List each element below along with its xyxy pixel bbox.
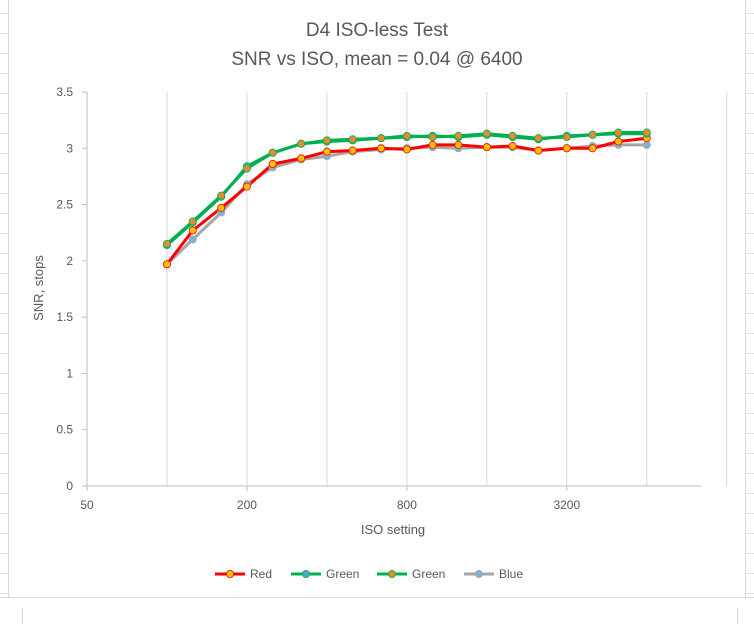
y-tick-label: 1.5 (56, 310, 73, 324)
data-point-green (377, 134, 386, 143)
data-point-green (428, 133, 437, 142)
legend-label: Blue (499, 567, 523, 581)
legend-label: Green (412, 567, 445, 581)
data-point-red (614, 137, 623, 146)
plot-series (162, 128, 651, 269)
data-point-green (454, 131, 463, 140)
data-point-red (588, 144, 597, 153)
data-point-green (508, 131, 517, 140)
gridlines (166, 92, 728, 486)
y-tick-label: 3 (66, 141, 73, 155)
data-point-red (268, 160, 277, 169)
legend: Red Green Green Blue (215, 567, 523, 581)
y-tick-label: 2 (66, 254, 73, 268)
chart-area[interactable] (8, 0, 746, 598)
data-point-red (162, 260, 171, 269)
data-point-green (217, 191, 226, 200)
y-axis-title: SNR, stops (31, 255, 46, 321)
y-tick-label: 1 (66, 366, 73, 380)
data-point-green (268, 148, 277, 157)
data-point-green (162, 239, 171, 248)
y-tick-label: 0 (66, 479, 73, 493)
data-point-blue (642, 140, 651, 149)
legend-label: Green (326, 567, 359, 581)
legend-swatch-marker (387, 570, 396, 579)
data-point-green (614, 128, 623, 137)
strip-cell-box (22, 608, 738, 624)
data-point-blue (188, 235, 197, 244)
chart-subtitle: SNR vs ISO, mean = 0.04 @ 6400 (231, 49, 522, 70)
data-point-green (242, 164, 251, 173)
legend-swatch-marker (301, 570, 310, 579)
data-point-red (454, 140, 463, 149)
data-point-green (642, 128, 651, 137)
data-point-red (402, 145, 411, 154)
data-point-green (562, 133, 571, 142)
data-point-red (297, 154, 306, 163)
data-point-red (348, 146, 357, 155)
spreadsheet-bottom-strip (0, 597, 754, 624)
data-point-green (188, 217, 197, 226)
legend-swatch-marker (225, 570, 234, 579)
data-point-red (562, 144, 571, 153)
data-point-green (402, 131, 411, 140)
data-point-red (188, 226, 197, 235)
data-point-red (322, 147, 331, 156)
data-point-green (322, 136, 331, 145)
data-point-green (534, 134, 543, 143)
data-point-red (534, 146, 543, 155)
x-tick-label: 3200 (553, 498, 580, 512)
x-axis-title: ISO setting (361, 522, 425, 537)
legend-label: Red (250, 567, 272, 581)
data-point-red (377, 144, 386, 153)
y-tick-label: 0.5 (56, 423, 73, 437)
data-point-red (428, 140, 437, 149)
data-point-green (348, 135, 357, 144)
data-point-green (588, 130, 597, 139)
data-point-red (508, 142, 517, 151)
x-tick-label: 200 (237, 498, 257, 512)
data-point-red (217, 203, 226, 212)
x-tick-label: 50 (80, 498, 94, 512)
data-point-green (482, 129, 491, 138)
strip-divider (0, 597, 754, 598)
chart-title: D4 ISO-less Test (306, 20, 449, 41)
data-point-red (242, 182, 251, 191)
y-tick-label: 2.5 (56, 198, 73, 212)
x-tick-label: 800 (397, 498, 417, 512)
legend-swatch-marker (474, 570, 483, 579)
axes: 0 0.5 1 1.5 2 2.5 3 3.5 50 200 800 3200 (56, 85, 701, 512)
y-tick-label: 3.5 (56, 85, 73, 99)
data-point-red (482, 143, 491, 152)
data-point-green (297, 139, 306, 148)
